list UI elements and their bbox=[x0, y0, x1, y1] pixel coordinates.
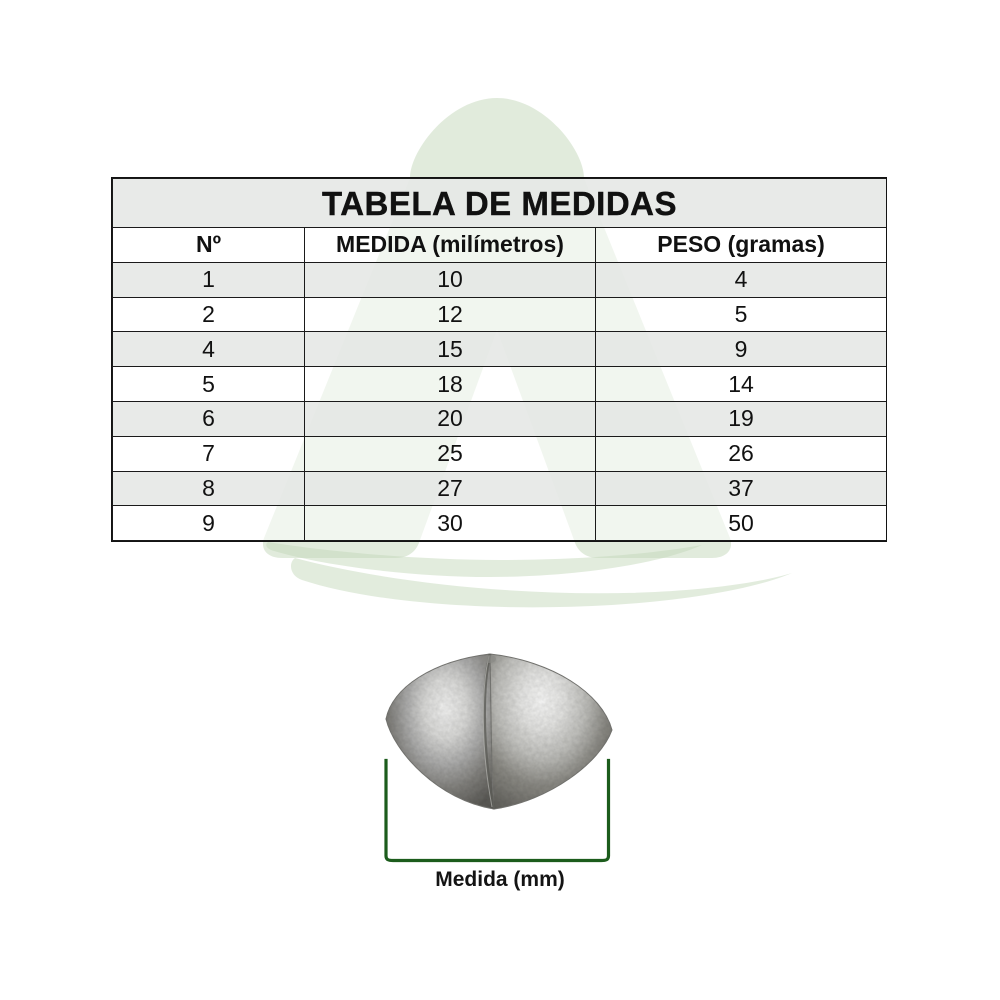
svg-text:Medida (mm): Medida (mm) bbox=[435, 868, 565, 891]
